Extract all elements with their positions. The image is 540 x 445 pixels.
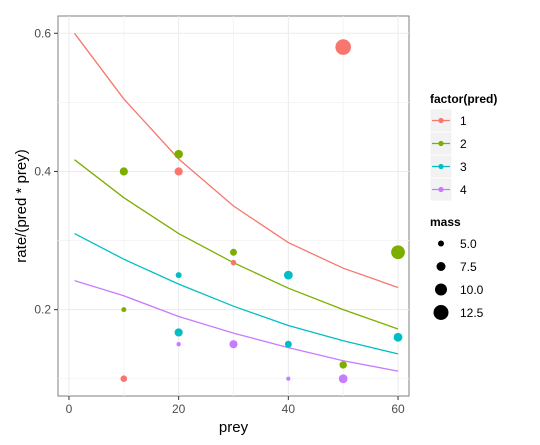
axes: 0 20 40 60 0.2 0.4 0.6 prey rate/(pred * prey) <box>13 26 405 436</box>
legend-label-3: 3 <box>460 160 467 174</box>
legend-key-point-1 <box>438 117 444 124</box>
x-tick-label: 60 <box>391 402 405 416</box>
series-3-point-1 <box>175 272 182 279</box>
series-2-point-2 <box>121 307 127 313</box>
series-3-point-3 <box>283 270 293 280</box>
series-3-point-4 <box>284 340 292 348</box>
plot-panel <box>57 15 410 397</box>
series-3-point-2 <box>174 328 183 337</box>
series-3-curve <box>74 233 399 355</box>
x-axis-title: prey <box>219 419 249 436</box>
legend-size-label-5.0: 5.0 <box>460 237 477 251</box>
legend-label-1: 1 <box>460 114 467 128</box>
y-axis-title: rate/(pred * prey) <box>13 149 30 262</box>
series-1-curve <box>73 32 399 289</box>
legend-size-key-10.0 <box>435 283 447 296</box>
series-2-point-6 <box>391 245 405 260</box>
legend-key-point-3 <box>438 163 444 170</box>
y-tick-label: 0.2 <box>34 303 51 317</box>
legend-color-title: factor(pred) <box>430 92 497 106</box>
legend-key-point-4 <box>438 186 444 193</box>
legend-label-2: 2 <box>460 137 467 151</box>
series-1-point-4 <box>335 39 351 55</box>
series-1-point-3 <box>230 259 237 266</box>
series-4-point-2 <box>229 340 238 349</box>
series-1-point-1 <box>120 375 128 383</box>
legend-key-point-2 <box>438 140 444 147</box>
legend-size-key-12.5 <box>433 305 449 320</box>
series-4-point-1 <box>176 342 181 347</box>
x-tick-label: 40 <box>282 402 296 416</box>
series-3-point-5 <box>393 332 403 342</box>
series-2-point-4 <box>230 248 237 256</box>
legend-size-key-7.5 <box>436 262 446 271</box>
y-tick-label: 0.4 <box>34 164 51 178</box>
legend-size-key-5.0 <box>438 240 444 247</box>
series-4-curve <box>74 279 399 372</box>
y-tick-label: 0.6 <box>34 26 51 40</box>
legend: factor(pred) 1 2 3 4 mass 5.0 7.5 10.0 12.5 <box>429 92 497 324</box>
series-1-point-2 <box>174 167 183 176</box>
x-tick-label: 0 <box>66 402 73 416</box>
series-4-point-4 <box>338 374 348 384</box>
x-tick-label: 20 <box>172 402 186 416</box>
series-2-point-1 <box>119 167 128 176</box>
legend-size-title: mass <box>430 215 461 229</box>
series-2-point-5 <box>339 361 347 369</box>
series-4-point-3 <box>286 376 291 381</box>
legend-label-4: 4 <box>460 183 467 197</box>
legend-size-label-12.5: 12.5 <box>460 306 484 320</box>
legend-size-label-7.5: 7.5 <box>460 260 477 274</box>
series-2-point-3 <box>174 149 183 159</box>
legend-size-label-10.0: 10.0 <box>460 283 484 297</box>
